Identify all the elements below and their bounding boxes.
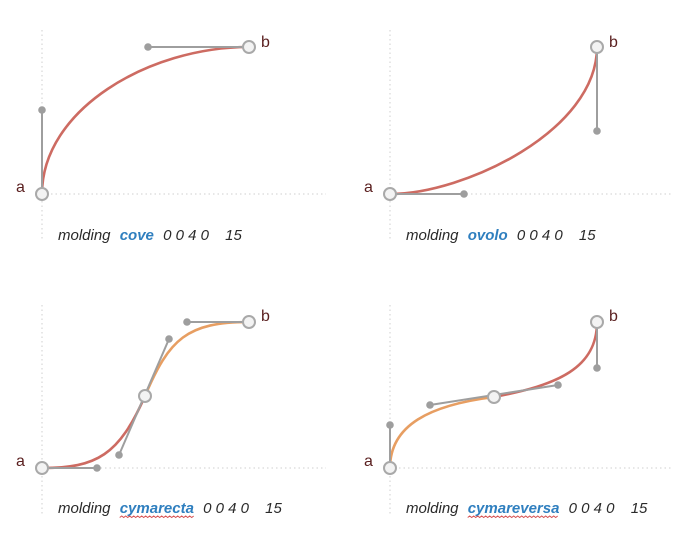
control-point[interactable] <box>593 364 601 372</box>
control-point[interactable] <box>593 127 601 135</box>
caption-extra: 15 <box>265 500 282 517</box>
mid-anchor-point[interactable] <box>487 390 501 404</box>
end-anchor-point[interactable] <box>242 315 256 329</box>
start-anchor-point[interactable] <box>35 187 49 201</box>
start-label: a <box>364 453 373 470</box>
control-point[interactable] <box>554 381 562 389</box>
caption-prefix: molding <box>58 227 111 244</box>
control-point[interactable] <box>426 401 434 409</box>
control-point[interactable] <box>165 335 173 343</box>
end-label: b <box>261 34 270 51</box>
caption: molding cymareversa 0 0 4 0 15 <box>406 500 648 517</box>
caption: molding cymarecta 0 0 4 0 15 <box>58 500 282 517</box>
caption-params: 0 0 4 0 <box>203 500 250 517</box>
caption-extra: 15 <box>225 227 242 244</box>
start-anchor-point[interactable] <box>383 461 397 475</box>
panel-ovolo: a b molding ovolo 0 0 4 0 15 <box>364 30 672 244</box>
caption-extra: 15 <box>579 227 596 244</box>
start-anchor-point[interactable] <box>35 461 49 475</box>
caption-params: 0 0 4 0 <box>163 227 210 244</box>
caption: molding ovolo 0 0 4 0 15 <box>406 227 596 244</box>
caption-prefix: molding <box>58 500 111 517</box>
control-point[interactable] <box>38 106 46 114</box>
panel-cymareversa: a b molding cymareversa 0 0 4 0 15 <box>364 305 672 519</box>
control-point[interactable] <box>115 451 123 459</box>
start-label: a <box>16 179 25 196</box>
start-label: a <box>364 179 373 196</box>
control-point[interactable] <box>144 43 152 51</box>
caption-params: 0 0 4 0 <box>569 500 616 517</box>
curve-lower-segment <box>388 395 496 470</box>
curve <box>40 45 251 196</box>
caption-keyword: cymarecta <box>120 500 194 517</box>
caption-keyword: cove <box>120 227 154 244</box>
start-anchor-point[interactable] <box>383 187 397 201</box>
caption-keyword: cymareversa <box>468 500 560 517</box>
control-point[interactable] <box>386 421 394 429</box>
caption-keyword: ovolo <box>468 227 508 244</box>
start-label: a <box>16 453 25 470</box>
caption-prefix: molding <box>406 500 459 517</box>
spellcheck-underline <box>119 515 194 519</box>
end-anchor-point[interactable] <box>590 40 604 54</box>
curve-upper-segment <box>492 320 599 399</box>
caption-prefix: molding <box>406 227 459 244</box>
end-label: b <box>261 308 270 325</box>
control-point[interactable] <box>460 190 468 198</box>
control-point[interactable] <box>93 464 101 472</box>
curve <box>388 45 599 196</box>
spellcheck-underline <box>467 515 558 519</box>
end-label: b <box>609 308 618 325</box>
end-anchor-point[interactable] <box>590 315 604 329</box>
mid-anchor-point[interactable] <box>138 389 152 403</box>
caption: molding cove 0 0 4 0 15 <box>58 227 242 244</box>
caption-extra: 15 <box>631 500 648 517</box>
panel-cove: a b molding cove 0 0 4 0 15 <box>16 30 326 244</box>
caption-params: 0 0 4 0 <box>517 227 564 244</box>
panel-cymarecta: a b molding cymarecta 0 0 4 0 15 <box>16 305 326 519</box>
end-anchor-point[interactable] <box>242 40 256 54</box>
control-point[interactable] <box>183 318 191 326</box>
end-label: b <box>609 34 618 51</box>
